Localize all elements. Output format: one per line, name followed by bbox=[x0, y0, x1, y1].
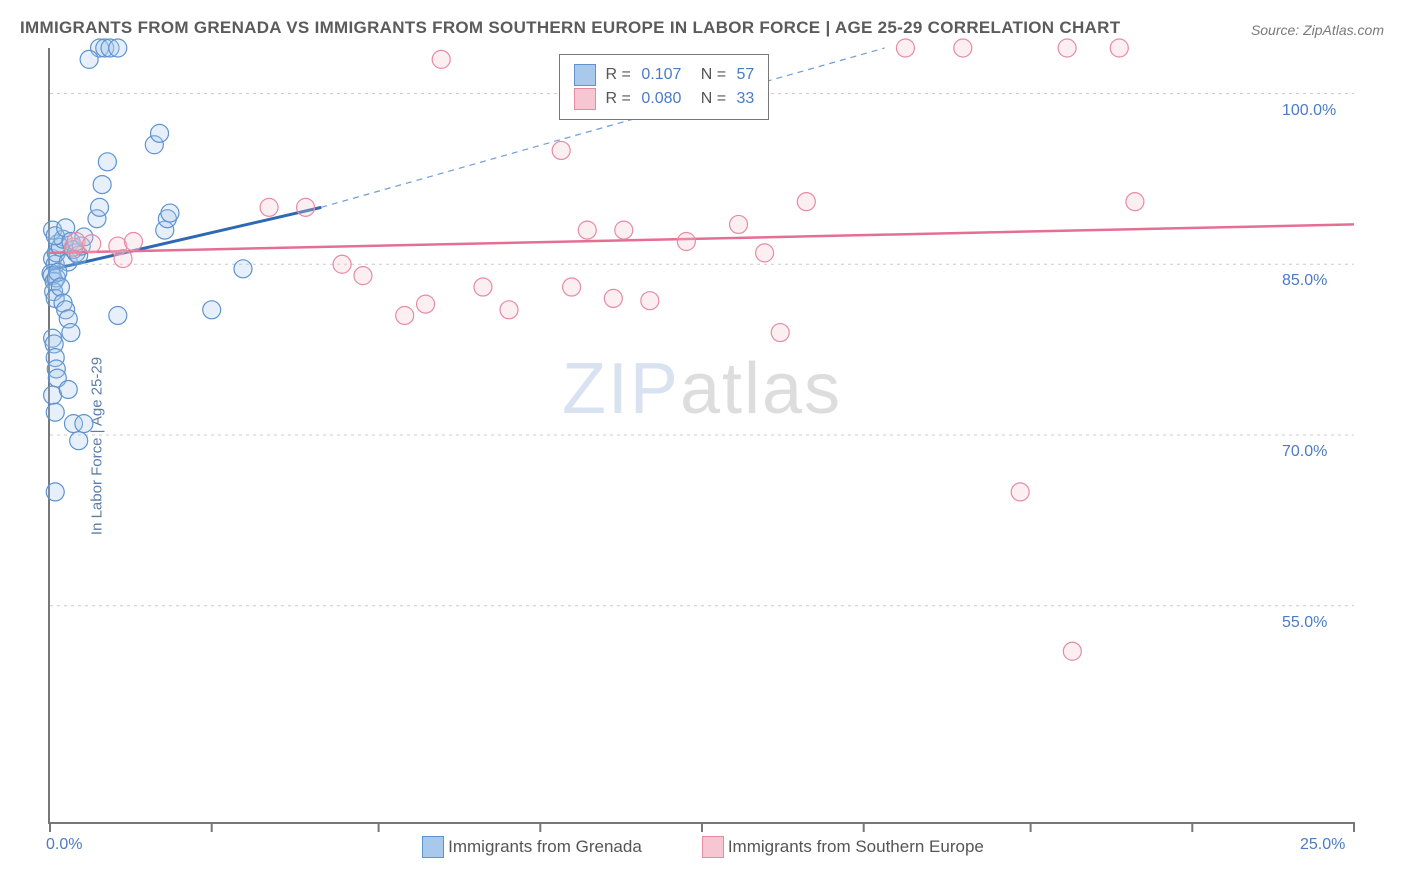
source-label: Source: ZipAtlas.com bbox=[1251, 22, 1384, 38]
y-tick-label: 55.0% bbox=[1282, 614, 1327, 632]
chart-container: IMMIGRANTS FROM GRENADA VS IMMIGRANTS FR… bbox=[0, 0, 1406, 892]
y-tick-label: 85.0% bbox=[1282, 272, 1327, 290]
chart-title: IMMIGRANTS FROM GRENADA VS IMMIGRANTS FR… bbox=[20, 18, 1120, 38]
n-label: N = bbox=[687, 87, 730, 111]
legend-label: Immigrants from Southern Europe bbox=[728, 837, 984, 857]
legend-label: Immigrants from Grenada bbox=[448, 837, 642, 857]
legend-swatch bbox=[574, 64, 596, 86]
r-label: R = bbox=[606, 63, 636, 87]
n-value: 33 bbox=[737, 87, 755, 111]
n-label: N = bbox=[687, 63, 730, 87]
plot-area: ZIPatlas R = 0.107 N = 57 R = 0.080 N = … bbox=[48, 48, 1354, 824]
legend-swatch bbox=[574, 88, 596, 110]
x-tick-label: 0.0% bbox=[46, 836, 82, 854]
y-tick-label: 70.0% bbox=[1282, 443, 1327, 461]
stats-legend: R = 0.107 N = 57 R = 0.080 N = 33 bbox=[559, 54, 770, 120]
r-label: R = bbox=[606, 87, 636, 111]
x-tick-label: 25.0% bbox=[1300, 836, 1345, 854]
plot-svg bbox=[50, 48, 1354, 822]
stats-legend-row: R = 0.107 N = 57 bbox=[574, 63, 755, 87]
r-value: 0.107 bbox=[641, 63, 681, 87]
stats-legend-row: R = 0.080 N = 33 bbox=[574, 87, 755, 111]
n-value: 57 bbox=[737, 63, 755, 87]
legend-item: Immigrants from Southern Europe bbox=[702, 836, 984, 858]
legend-swatch bbox=[702, 836, 724, 858]
legend-item: Immigrants from Grenada bbox=[422, 836, 642, 858]
r-value: 0.080 bbox=[641, 87, 681, 111]
legend-swatch bbox=[422, 836, 444, 858]
y-tick-label: 100.0% bbox=[1282, 102, 1336, 120]
bottom-legend: Immigrants from Grenada Immigrants from … bbox=[0, 836, 1406, 863]
